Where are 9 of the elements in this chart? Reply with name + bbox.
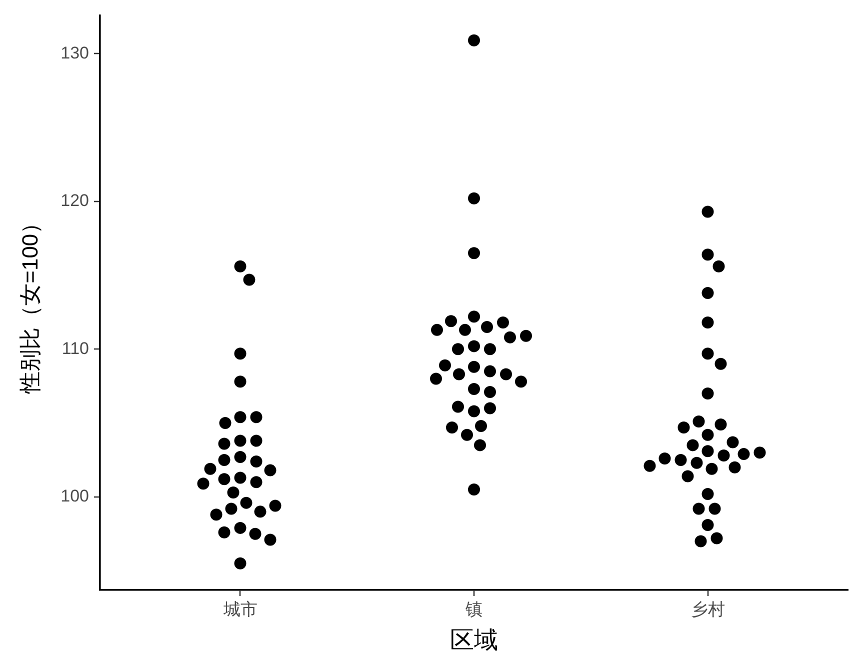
y-tick-label: 130 xyxy=(60,43,89,62)
y-tick-label: 120 xyxy=(60,191,89,210)
x-axis-title: 区域 xyxy=(450,627,498,654)
x-tick-label: 乡村 xyxy=(690,600,725,619)
y-tick-label: 100 xyxy=(60,486,89,506)
x-tick-label: 镇 xyxy=(464,600,482,619)
y-tick-label: 110 xyxy=(62,338,89,358)
x-tick-label: 城市 xyxy=(222,600,258,619)
y-axis-title: 性别比（女=100） xyxy=(17,212,42,394)
